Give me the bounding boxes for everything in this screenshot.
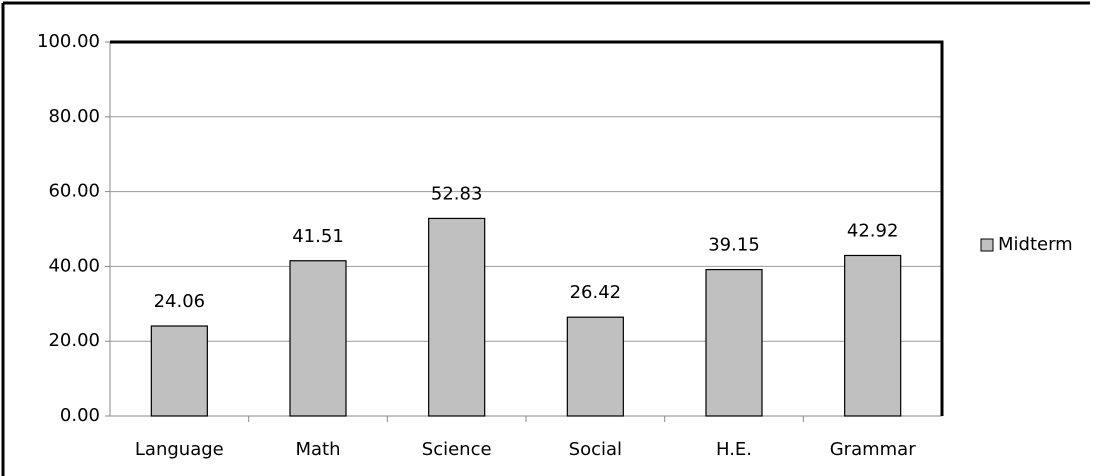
y-tick-label: 40.00 [48, 255, 100, 276]
legend-label: Midterm [998, 234, 1073, 255]
y-tick-label: 100.00 [37, 31, 100, 52]
bar [289, 260, 347, 417]
y-tick-label: 80.00 [48, 106, 100, 127]
bar [150, 325, 208, 417]
y-tick-label: 60.00 [48, 181, 100, 202]
bar [705, 268, 763, 417]
data-label: 42.92 [847, 220, 899, 241]
x-tick-label: Math [295, 439, 340, 460]
data-label: 39.15 [708, 235, 760, 256]
x-tick-label: H.E. [716, 439, 752, 460]
x-tick-label: Science [422, 439, 492, 460]
bar [428, 217, 486, 417]
plot-frame [110, 40, 944, 416]
data-label: 26.42 [570, 282, 622, 303]
x-tick-label: Grammar [830, 439, 916, 460]
legend-swatch [980, 238, 994, 252]
data-label: 24.06 [154, 291, 206, 312]
y-tick-label: 0.00 [60, 405, 100, 426]
bar [566, 316, 624, 417]
data-label: 41.51 [292, 226, 344, 247]
bar [844, 254, 902, 417]
data-label: 52.83 [431, 183, 483, 204]
x-tick-label: Language [135, 439, 224, 460]
y-tick-label: 20.00 [48, 330, 100, 351]
x-tick-label: Social [569, 439, 622, 460]
